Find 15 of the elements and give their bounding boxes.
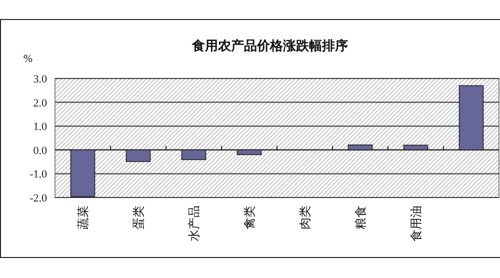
x-tick-label: 禽类 bbox=[242, 206, 256, 230]
y-tick-label: 1.0 bbox=[33, 121, 48, 134]
x-tick-label: 食用油 bbox=[408, 206, 423, 242]
chart-title: 食用农产品价格涨跌幅排序 bbox=[191, 38, 348, 53]
y-axis-title: % bbox=[23, 53, 33, 65]
y-tick-label: 3.0 bbox=[33, 74, 48, 86]
y-tick-label: 2.0 bbox=[33, 97, 48, 110]
x-tick-label: 粮食 bbox=[353, 206, 368, 230]
x-tick-label: 水产品 bbox=[186, 206, 201, 242]
x-tick-label: 蔬菜 bbox=[76, 206, 90, 230]
x-tick-label: 蛋类 bbox=[131, 206, 146, 230]
y-tick-label: -1.0 bbox=[30, 168, 48, 181]
y-tick-label: -2.0 bbox=[30, 192, 48, 204]
x-tick-label: 肉类 bbox=[298, 206, 312, 230]
y-tick-label: 0.0 bbox=[33, 144, 48, 157]
